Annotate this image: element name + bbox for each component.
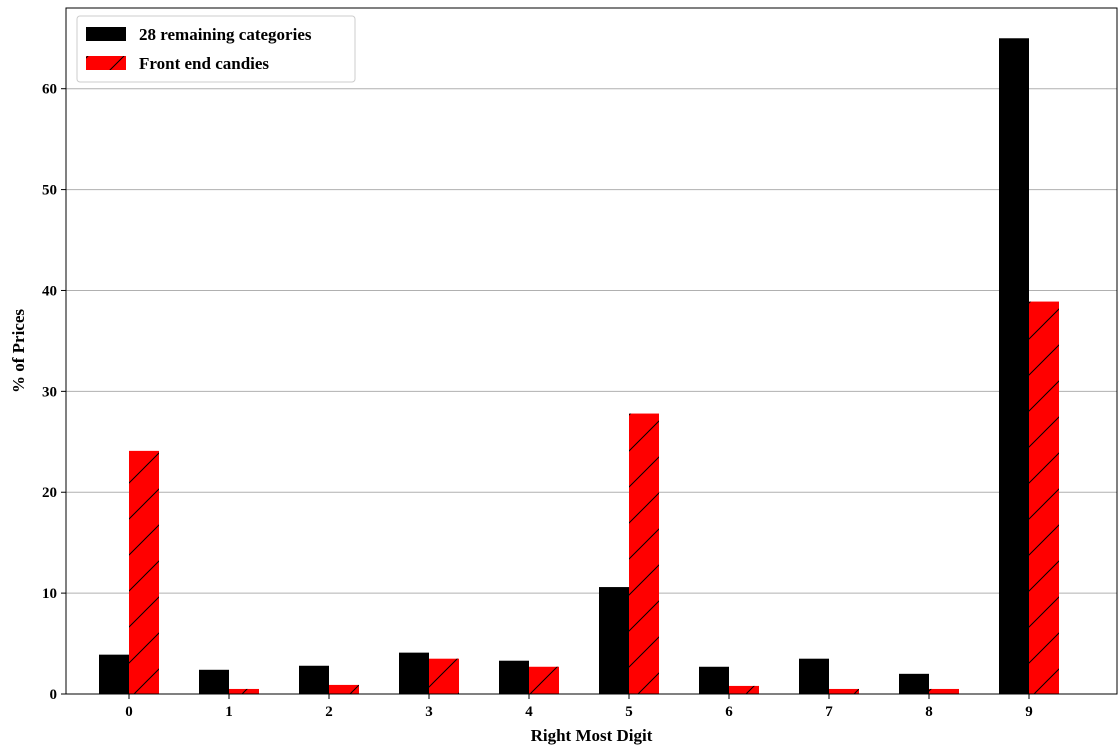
x-tick-label: 8 — [925, 704, 933, 720]
y-tick-label: 60 — [42, 82, 57, 98]
y-tick-label: 10 — [42, 586, 57, 602]
y-tick-label: 40 — [42, 283, 57, 299]
bar-remaining-categories — [599, 587, 629, 694]
bar-hatch — [129, 450, 159, 694]
y-tick-label: 20 — [42, 485, 57, 501]
x-tick-label: 9 — [1025, 704, 1033, 720]
plot-frame — [65, 7, 1118, 695]
legend-label-front-end-candies: Front end candies — [139, 54, 269, 73]
legend-swatch-remaining-categories — [86, 27, 126, 41]
legend-swatch-hatch — [86, 56, 126, 70]
y-tick-label: 50 — [42, 183, 57, 199]
bar-hatch — [429, 658, 459, 694]
bar-hatch — [529, 666, 559, 694]
x-axis-label: Right Most Digit — [531, 726, 653, 745]
x-tick-label: 2 — [325, 704, 333, 720]
bar-hatch — [1029, 301, 1059, 694]
x-tick-label: 4 — [525, 704, 533, 720]
x-tick-label: 0 — [125, 704, 133, 720]
bar-remaining-categories — [999, 38, 1029, 694]
bar-remaining-categories — [899, 673, 929, 694]
grid-lines — [66, 88, 1117, 594]
x-tick-label: 5 — [625, 704, 633, 720]
y-tick-label: 0 — [50, 687, 58, 703]
bar-hatch — [629, 413, 659, 694]
x-tick-label: 7 — [825, 704, 833, 720]
x-tick-label: 1 — [225, 704, 233, 720]
bar-hatch — [229, 688, 259, 694]
legend-label-remaining-categories: 28 remaining categories — [139, 25, 312, 44]
bar-remaining-categories — [699, 666, 729, 694]
x-tick-label: 3 — [425, 704, 433, 720]
bar-remaining-categories — [399, 652, 429, 694]
bar-hatch — [929, 688, 959, 694]
x-axis-ticks: 0 1 2 3 4 5 6 7 8 9 — [125, 694, 1033, 720]
bars — [99, 38, 1059, 694]
bar-hatch — [329, 684, 359, 694]
y-tick-label: 30 — [42, 384, 57, 400]
y-axis-label: % of Prices — [9, 309, 28, 393]
bar-remaining-categories — [99, 654, 129, 694]
x-tick-label: 6 — [725, 704, 733, 720]
legend-box — [76, 15, 356, 83]
bar-remaining-categories — [499, 660, 529, 694]
legend: 28 remaining categories Front end candie… — [76, 15, 356, 83]
bar-remaining-categories — [799, 658, 829, 694]
bar-remaining-categories — [299, 665, 329, 694]
bar-remaining-categories — [199, 669, 229, 694]
bar-hatch — [729, 685, 759, 694]
bar-hatch — [829, 688, 859, 694]
y-axis-ticks: 0 10 20 30 40 50 60 — [42, 82, 66, 703]
